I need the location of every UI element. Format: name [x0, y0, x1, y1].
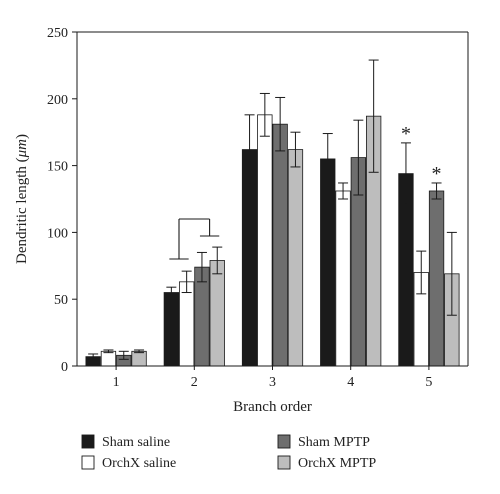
bar-sham-saline-4 [320, 158, 336, 367]
bar-orchx-saline-3 [257, 114, 273, 367]
bar-orchx-mptp-3 [287, 149, 304, 367]
axes: 0 50 100 150 200 250 1 2 3 4 5 [47, 26, 469, 390]
x-tick-label-4: 4 [347, 375, 354, 390]
x-tick-label-2: 2 [191, 375, 198, 390]
legend-item-orchx-mptp: OrchX MPTP [277, 455, 376, 471]
bar-sham-saline-2 [163, 292, 180, 367]
legend: Sham saline OrchX saline Sham MPTP OrchX MP… [81, 434, 376, 471]
bar-orchx-saline-1 [100, 350, 117, 367]
x-tick-label-1: 1 [113, 375, 120, 390]
significance-asterisk-2: * [432, 163, 442, 185]
legend-item-orchx-saline: OrchX saline [81, 455, 176, 471]
y-axis-title-prefix: Dendritic length ( [14, 157, 30, 264]
legend-swatch [81, 455, 95, 470]
y-tick-label-250: 250 [47, 26, 68, 41]
y-tick-label-200: 200 [47, 93, 68, 108]
legend-label: OrchX saline [102, 456, 176, 471]
legend-label: OrchX MPTP [298, 456, 376, 471]
legend-swatch [81, 434, 95, 449]
x-tick-label-5: 5 [425, 375, 432, 390]
y-axis-title-suffix: ) [14, 134, 30, 139]
x-tick-label-3: 3 [269, 375, 276, 390]
bar-sham-mptp-5 [428, 190, 445, 367]
bar-orchx-mptp-1 [131, 350, 147, 367]
legend-item-sham-mptp: Sham MPTP [277, 434, 370, 450]
significance-asterisk-1: * [401, 123, 411, 145]
y-tick-label-100: 100 [47, 226, 68, 241]
legend-label: Sham saline [102, 435, 170, 450]
bar-orchx-saline-2 [178, 281, 195, 367]
bar-orchx-saline-4 [335, 190, 351, 367]
legend-item-sham-saline: Sham saline [81, 434, 170, 450]
y-tick-label-50: 50 [54, 293, 68, 308]
bar-sham-mptp-3 [272, 123, 288, 367]
significance-bracket [169, 218, 220, 260]
legend-swatch [277, 434, 291, 449]
y-tick-label-0: 0 [61, 360, 68, 375]
y-axis-title: Dendritic length (μm) [14, 134, 30, 264]
legend-swatch [277, 455, 291, 470]
y-axis-title-unit: μm [14, 139, 30, 159]
bar-orchx-mptp-2 [209, 260, 225, 367]
x-axis-title: Branch order [233, 399, 312, 415]
plot-area: ** [85, 59, 460, 367]
y-tick-label-150: 150 [47, 160, 68, 175]
legend-label: Sham MPTP [298, 435, 370, 450]
